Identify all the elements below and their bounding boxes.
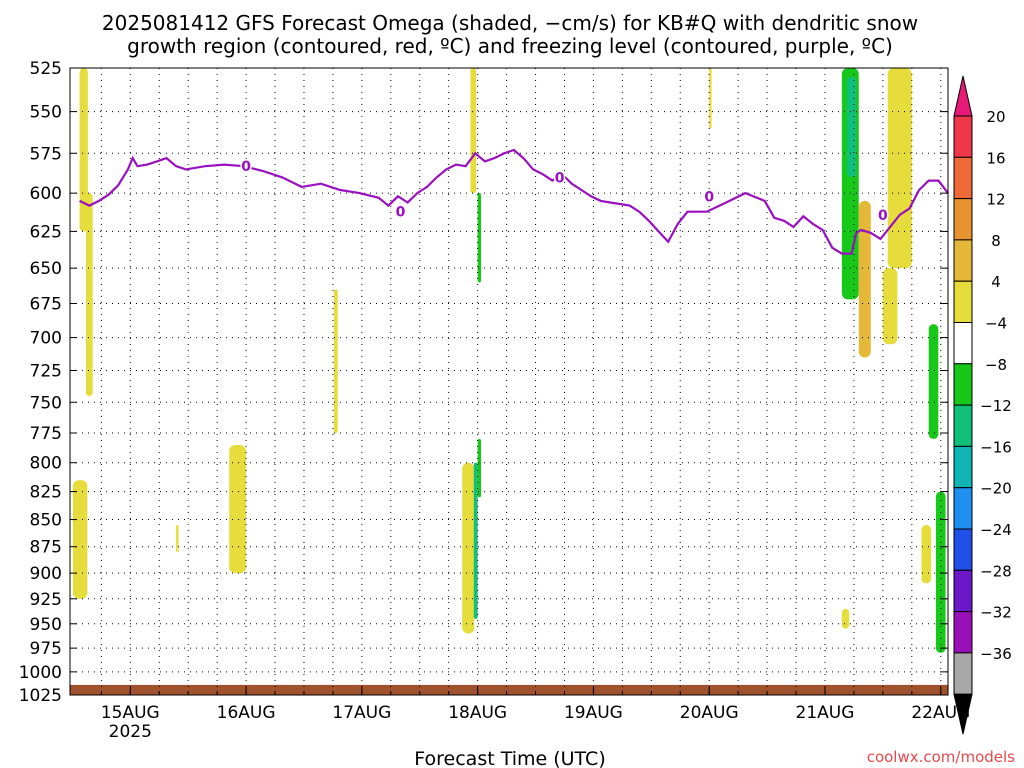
omega-shade-1 — [85, 193, 93, 396]
x-tick-sublabel-0: 2025 — [109, 722, 152, 742]
colorbar-label-10: −24 — [980, 521, 1012, 539]
colorbar-swatch-0 — [953, 115, 973, 158]
contour-label-4: 0 — [878, 208, 888, 224]
colorbar-label-9: −20 — [980, 480, 1012, 498]
omega-shade-3 — [229, 445, 247, 574]
x-tick-label-2: 17AUG — [332, 703, 391, 723]
omega-shade-15 — [887, 68, 912, 269]
credit-text: coolwx.com/models — [867, 748, 1015, 766]
y-tick-label-7: 700 — [30, 329, 62, 349]
colorbar-swatch-6 — [953, 363, 973, 406]
omega-shade-11 — [709, 68, 712, 129]
colorbar-label-5: −4 — [985, 315, 1007, 333]
y-tick-label-4: 625 — [30, 222, 62, 242]
colorbar-label-7: −12 — [980, 397, 1012, 415]
y-tick-label-9: 750 — [30, 393, 62, 413]
freezing-level-line — [79, 148, 949, 255]
surface-terrain-band — [70, 684, 948, 695]
colorbar-bottom-arrow — [953, 693, 973, 735]
plot-frame — [69, 67, 949, 696]
y-tick-label-13: 850 — [30, 511, 62, 531]
omega-shade-13 — [846, 76, 857, 178]
colorbar: 20 16 12 8 4 −4 −8 −12 −16 −20 −24 −28 −32 −36 — [953, 75, 1012, 735]
colorbar-swatch-10 — [953, 528, 973, 571]
contour-label-1: 0 — [396, 205, 406, 221]
y-tick-label-0: 525 — [30, 59, 62, 79]
contour-label-2: 0 — [555, 170, 565, 186]
contour-label-0: 0 — [241, 159, 251, 175]
omega-shade-16 — [882, 268, 898, 345]
colorbar-swatch-11 — [953, 569, 973, 613]
omega-shade-6 — [462, 462, 475, 634]
colorbar-swatch-4 — [953, 280, 973, 324]
y-tick-label-14: 875 — [30, 538, 62, 558]
y-tick-label-17: 950 — [30, 615, 62, 635]
grid-lines — [70, 67, 948, 696]
y-tick-label-11: 800 — [30, 454, 62, 474]
colorbar-label-11: −28 — [980, 562, 1012, 580]
colorbar-swatch-9 — [953, 487, 973, 530]
colorbar-top-arrow — [953, 75, 973, 117]
omega-shade-19 — [921, 525, 932, 584]
y-tick-label-16: 925 — [30, 590, 62, 610]
omega-shade-10 — [477, 439, 482, 498]
colorbar-swatch-12 — [953, 611, 973, 654]
y-tick-label-1: 550 — [30, 103, 62, 123]
colorbar-swatch-5 — [953, 322, 973, 365]
colorbar-swatch-7 — [953, 404, 973, 447]
colorbar-label-12: −32 — [980, 604, 1012, 622]
colorbar-label-8: −16 — [980, 438, 1012, 456]
y-tick-label-5: 650 — [30, 259, 62, 279]
omega-shade-5 — [333, 289, 338, 433]
surface-band — [70, 684, 948, 695]
x-tick-label-5: 20AUG — [680, 703, 739, 723]
x-tick-label-3: 18AUG — [448, 703, 507, 723]
y-tick-label-15: 900 — [30, 564, 62, 584]
omega-shade-8 — [477, 193, 482, 283]
colorbar-label-4: 4 — [991, 273, 1001, 291]
omega-shade-17 — [928, 324, 939, 440]
colorbar-label-0: 20 — [986, 108, 1005, 126]
colorbar-swatch-8 — [953, 445, 973, 489]
colorbar-swatch-13 — [953, 652, 973, 695]
y-tick-label-19: 1000 — [19, 663, 62, 683]
freezing-level-contour: 0 0 0 0 0 — [79, 148, 949, 255]
x-tick-label-7: 22AUG — [911, 703, 970, 723]
colorbar-swatch-2 — [953, 198, 973, 241]
y-tick-label-20: 1025 — [19, 686, 62, 706]
contour-label-3: 0 — [704, 189, 714, 205]
y-tick-label-12: 825 — [30, 483, 62, 503]
colorbar-label-1: 16 — [986, 149, 1005, 167]
y-tick-label-3: 600 — [30, 184, 62, 204]
omega-shaded-regions — [72, 68, 946, 653]
x-axis-title: Forecast Time (UTC) — [414, 748, 605, 768]
omega-shade-2 — [72, 480, 88, 599]
colorbar-swatch-1 — [953, 156, 973, 200]
omega-shade-20 — [841, 608, 850, 629]
x-tick-label-1: 16AUG — [217, 703, 276, 723]
colorbar-label-6: −8 — [985, 356, 1007, 374]
omega-shade-7 — [470, 68, 477, 194]
x-tick-label-6: 21AUG — [796, 703, 855, 723]
colorbar-label-3: 8 — [991, 232, 1001, 250]
y-tick-label-8: 725 — [30, 361, 62, 381]
y-tick-label-10: 775 — [30, 424, 62, 444]
chart-title-line-2: growth region (contoured, red, ºC) and f… — [127, 34, 893, 58]
omega-shade-9 — [473, 462, 478, 619]
colorbar-swatch-3 — [953, 239, 973, 282]
chart-title-line-1: 2025081412 GFS Forecast Omega (shaded, −… — [102, 11, 918, 35]
omega-shade-14 — [858, 200, 871, 358]
x-tick-label-0: 15AUG — [101, 703, 160, 723]
y-tick-label-18: 975 — [30, 639, 62, 659]
plot-area — [70, 68, 948, 695]
colorbar-label-2: 12 — [986, 191, 1005, 209]
colorbar-label-13: −36 — [980, 645, 1012, 663]
omega-shade-0 — [79, 68, 88, 232]
y-tick-label-2: 575 — [30, 144, 62, 164]
y-tick-label-6: 675 — [30, 295, 62, 315]
x-tick-label-4: 19AUG — [564, 703, 623, 723]
omega-shade-4 — [176, 525, 179, 553]
